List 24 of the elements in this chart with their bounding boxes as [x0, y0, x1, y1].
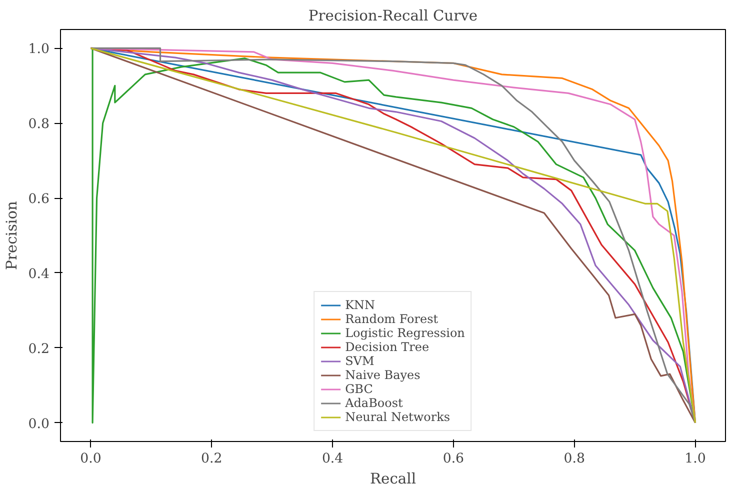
y-tick-label: 0.2 [28, 342, 50, 357]
x-tick-label: 1.0 [684, 452, 706, 466]
x-tick-label: 0.4 [322, 452, 344, 466]
y-axis-title: Precision [3, 200, 20, 270]
legend-label: Naive Bayes [345, 368, 420, 382]
chart-title: Precision-Recall Curve [308, 8, 478, 24]
y-tick-label: 0.8 [28, 117, 50, 132]
legend-label: Logistic Regression [345, 326, 465, 340]
y-tick-label: 0.6 [28, 192, 50, 208]
legend-label: Neural Networks [345, 410, 450, 424]
legend-label: Random Forest [345, 312, 438, 326]
x-tick-label: 0.0 [80, 452, 102, 466]
legend-label: GBC [345, 382, 373, 396]
x-tick-label: 0.6 [442, 452, 464, 466]
legend-label: KNN [345, 298, 376, 312]
x-tick-label: 0.8 [564, 452, 585, 466]
y-tick-label: 0.0 [28, 416, 50, 432]
y-tick-label: 0.4 [28, 266, 50, 282]
y-tick-label: 1.0 [28, 42, 50, 58]
legend-label: AdaBoost [345, 396, 403, 410]
x-axis-title: Recall [370, 470, 416, 488]
legend-label: Decision Tree [345, 340, 430, 354]
x-tick-label: 0.2 [201, 452, 222, 466]
legend-label: SVM [345, 354, 374, 368]
